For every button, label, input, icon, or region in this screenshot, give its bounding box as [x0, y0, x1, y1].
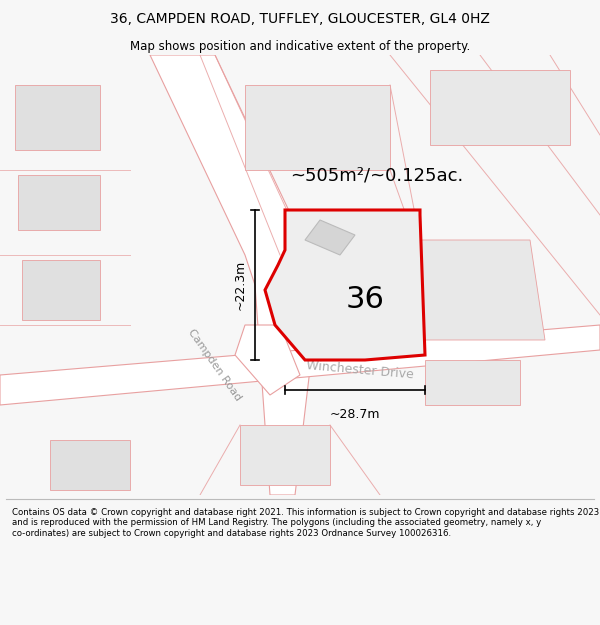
Polygon shape — [150, 55, 320, 495]
Polygon shape — [15, 85, 100, 150]
Polygon shape — [245, 85, 390, 170]
Text: Campden Road: Campden Road — [187, 328, 244, 402]
Text: 36: 36 — [346, 286, 385, 314]
Polygon shape — [235, 325, 300, 395]
Text: Winchester Drive: Winchester Drive — [306, 359, 414, 381]
Text: 36, CAMPDEN ROAD, TUFFLEY, GLOUCESTER, GL4 0HZ: 36, CAMPDEN ROAD, TUFFLEY, GLOUCESTER, G… — [110, 12, 490, 26]
Text: Contains OS data © Crown copyright and database right 2021. This information is : Contains OS data © Crown copyright and d… — [12, 508, 599, 538]
Polygon shape — [22, 260, 100, 320]
Polygon shape — [50, 440, 130, 490]
Polygon shape — [240, 425, 330, 485]
Polygon shape — [430, 70, 570, 145]
Polygon shape — [425, 360, 520, 405]
Polygon shape — [415, 240, 545, 340]
Polygon shape — [265, 210, 425, 360]
Polygon shape — [0, 325, 600, 405]
Polygon shape — [305, 220, 355, 255]
Text: ~28.7m: ~28.7m — [330, 408, 380, 421]
Text: Map shows position and indicative extent of the property.: Map shows position and indicative extent… — [130, 39, 470, 52]
Polygon shape — [18, 175, 100, 230]
Text: ~22.3m: ~22.3m — [234, 260, 247, 310]
Text: ~505m²/~0.125ac.: ~505m²/~0.125ac. — [290, 167, 463, 185]
